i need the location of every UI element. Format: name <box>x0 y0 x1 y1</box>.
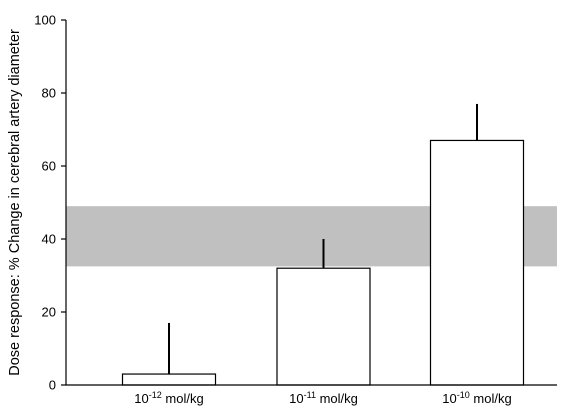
x-category-label: 10-10 mol/kg <box>442 390 511 406</box>
y-axis-title: Dose response: % Change in cerebral arte… <box>7 29 23 376</box>
x-category-label: 10-11 mol/kg <box>289 390 358 406</box>
bars-layer <box>121 103 525 386</box>
y-tick-label: 80 <box>42 86 56 101</box>
bar-2 <box>276 267 371 386</box>
y-tick-label: 20 <box>42 305 56 320</box>
axes-layer: 0 20 40 60 80 100 10-12 mol/kg 10-11 mol/kg 10-1… <box>34 13 557 406</box>
y-tick-label: 60 <box>42 159 56 174</box>
y-tick-label: 100 <box>34 13 56 28</box>
x-category-label: 10-12 mol/kg <box>134 390 203 406</box>
y-tick-label: 0 <box>49 378 56 393</box>
y-tick-label: 40 <box>42 232 56 247</box>
bar-1 <box>121 373 217 386</box>
bar-3 <box>429 139 525 386</box>
